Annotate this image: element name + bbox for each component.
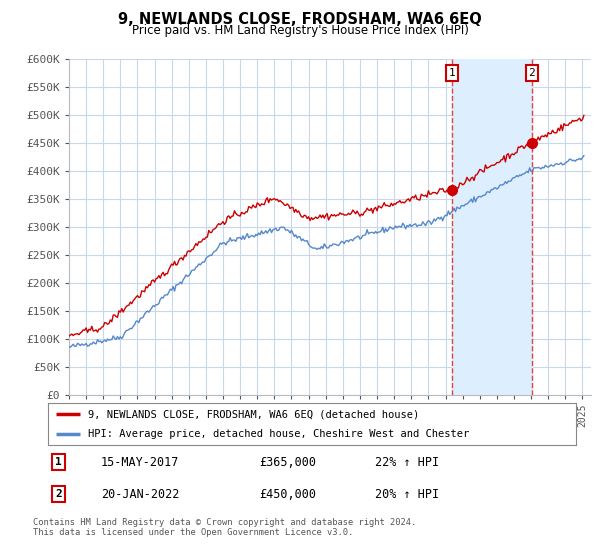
Text: 2: 2 [529,68,535,78]
Text: 22% ↑ HPI: 22% ↑ HPI [376,456,439,469]
Text: 9, NEWLANDS CLOSE, FRODSHAM, WA6 6EQ (detached house): 9, NEWLANDS CLOSE, FRODSHAM, WA6 6EQ (de… [88,409,419,419]
Bar [452,59,532,395]
Text: 20-JAN-2022: 20-JAN-2022 [101,488,179,501]
Text: 1: 1 [55,457,62,467]
Text: £365,000: £365,000 [259,456,316,469]
Text: Price paid vs. HM Land Registry's House Price Index (HPI): Price paid vs. HM Land Registry's House … [131,24,469,36]
Text: 9, NEWLANDS CLOSE, FRODSHAM, WA6 6EQ: 9, NEWLANDS CLOSE, FRODSHAM, WA6 6EQ [118,12,482,27]
Text: 15-MAY-2017: 15-MAY-2017 [101,456,179,469]
Text: HPI: Average price, detached house, Cheshire West and Chester: HPI: Average price, detached house, Ches… [88,429,469,438]
Text: 1: 1 [449,68,455,78]
Text: 20% ↑ HPI: 20% ↑ HPI [376,488,439,501]
Text: £450,000: £450,000 [259,488,316,501]
Text: Contains HM Land Registry data © Crown copyright and database right 2024.
This d: Contains HM Land Registry data © Crown c… [33,518,416,538]
Text: 2: 2 [55,489,62,500]
